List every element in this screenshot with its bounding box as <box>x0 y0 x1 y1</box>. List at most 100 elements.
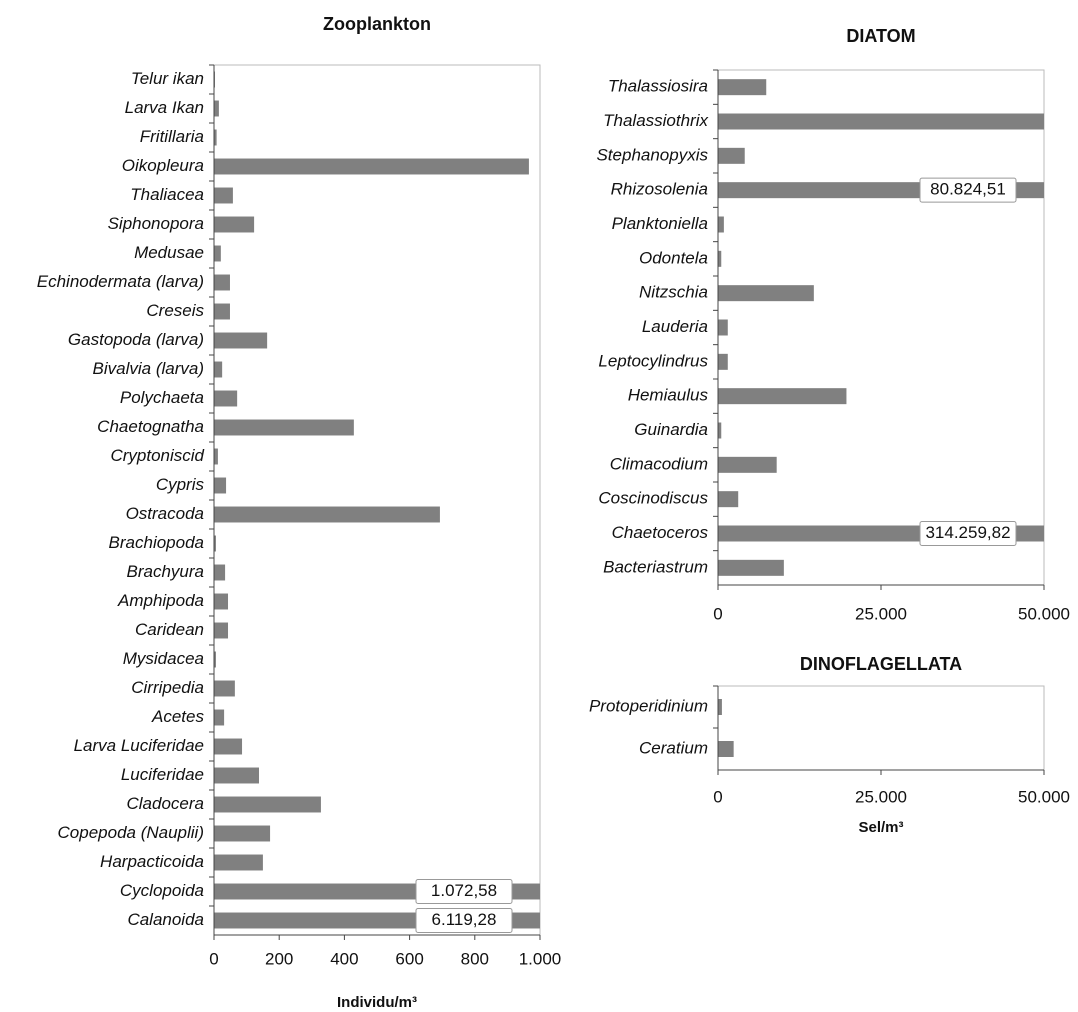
data-label-box <box>919 521 1017 546</box>
category-label: Thalassiothrix <box>603 111 708 130</box>
plot-frame <box>717 685 1045 771</box>
bar <box>718 741 734 757</box>
category-label: Chaetoceros <box>612 523 709 542</box>
bar <box>214 448 218 465</box>
category-label: Bivalvia (larva) <box>93 359 204 378</box>
data-label-box <box>919 177 1017 203</box>
bar <box>214 332 268 349</box>
bar <box>214 129 217 146</box>
bar <box>214 274 230 291</box>
category-label: Cirripedia <box>131 678 204 697</box>
bar <box>214 796 321 813</box>
bar <box>214 303 230 320</box>
x-tick-label: 600 <box>395 949 423 968</box>
bar <box>214 535 216 552</box>
x-tick-label: 50.000 <box>1018 787 1070 806</box>
category-label: Luciferidae <box>121 765 204 784</box>
bar <box>718 491 739 508</box>
category-label: Creseis <box>146 301 204 320</box>
category-label: Larva Luciferidae <box>74 736 204 755</box>
category-label: Gastopoda (larva) <box>68 330 204 349</box>
category-label: Harpacticoida <box>100 852 204 871</box>
category-label: Brachyura <box>127 562 204 581</box>
category-label: Copepoda (Nauplii) <box>58 823 204 842</box>
bar <box>718 456 777 473</box>
bar <box>718 285 814 302</box>
bar <box>214 477 227 494</box>
category-label: Calanoida <box>127 910 204 929</box>
bar <box>718 353 728 370</box>
category-label: Guinardia <box>634 420 708 439</box>
category-label: Larva Ikan <box>125 98 204 117</box>
bar <box>718 113 1044 130</box>
category-label: Cypris <box>156 475 205 494</box>
category-label: Stephanopyxis <box>596 145 708 164</box>
data-label: 1.072,58 <box>431 881 497 900</box>
bar <box>718 250 722 267</box>
bar <box>718 319 728 336</box>
data-label: 6.119,28 <box>432 910 497 929</box>
bar <box>214 593 229 610</box>
x-tick-label: 1.000 <box>519 949 562 968</box>
category-label: Cyclopoida <box>120 881 204 900</box>
category-label: Medusae <box>134 243 204 262</box>
data-label-box <box>415 879 513 904</box>
category-label: Caridean <box>135 620 204 639</box>
chart-title: DIATOM <box>846 26 915 46</box>
x-axis-label: Individu/m³ <box>337 994 417 1011</box>
category-label: Lauderia <box>642 317 708 336</box>
category-label: Siphonopora <box>108 214 204 233</box>
bar <box>718 525 1044 542</box>
category-label: Bacteriastrum <box>603 557 708 576</box>
x-tick-label: 0 <box>713 604 722 623</box>
category-label: Nitzschia <box>639 283 708 302</box>
bar <box>214 564 226 581</box>
category-label: Planktoniella <box>612 214 708 233</box>
category-label: Protoperidinium <box>589 696 708 715</box>
bar <box>214 825 271 842</box>
bar <box>214 912 540 929</box>
bar <box>214 158 529 175</box>
category-label: Amphipoda <box>117 591 204 610</box>
bar <box>214 506 440 523</box>
bar <box>214 854 263 871</box>
category-label: Thalassiosira <box>608 77 708 96</box>
category-label: Leptocylindrus <box>598 351 708 370</box>
category-label: Thaliacea <box>130 185 204 204</box>
bar <box>214 361 223 378</box>
x-axis-label: Sel/m³ <box>858 819 903 836</box>
bar <box>718 147 745 164</box>
category-label: Cladocera <box>127 794 205 813</box>
category-label: Oikopleura <box>122 156 204 175</box>
bar <box>214 419 354 436</box>
x-tick-label: 50.000 <box>1018 604 1070 623</box>
bar <box>214 767 259 784</box>
category-label: Acetes <box>151 707 204 726</box>
x-tick-label: 800 <box>461 949 489 968</box>
bar <box>214 709 225 726</box>
data-label-box <box>415 908 513 933</box>
category-label: Climacodium <box>610 454 708 473</box>
bar <box>214 738 243 755</box>
bar <box>718 216 724 233</box>
bar <box>214 187 233 204</box>
category-label: Odontela <box>639 248 708 267</box>
bar <box>214 216 255 233</box>
category-label: Echinodermata (larva) <box>37 272 204 291</box>
bar <box>718 699 722 715</box>
category-label: Coscinodiscus <box>598 489 708 508</box>
x-tick-label: 25.000 <box>855 604 907 623</box>
category-label: Rhizosolenia <box>611 180 708 199</box>
data-label: 314.259,82 <box>925 523 1010 542</box>
bar <box>718 422 722 439</box>
x-tick-label: 0 <box>713 787 722 806</box>
bar <box>214 390 238 407</box>
data-label: 80.824,51 <box>930 180 1006 199</box>
category-label: Brachiopoda <box>109 533 204 552</box>
bar <box>214 622 229 639</box>
category-label: Ceratium <box>639 738 708 757</box>
category-label: Fritillaria <box>140 127 204 146</box>
x-tick-label: 400 <box>330 949 358 968</box>
bar <box>214 651 216 668</box>
